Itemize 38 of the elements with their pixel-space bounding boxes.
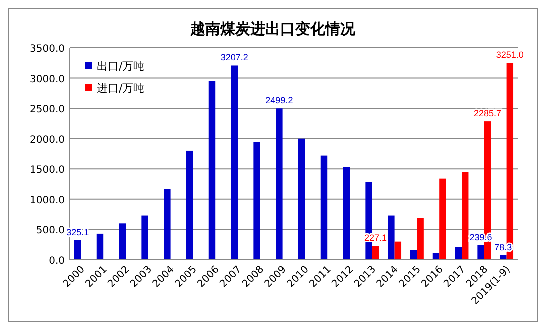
bar <box>74 240 82 260</box>
data-label: 2499.2 <box>266 96 294 106</box>
y-tick-label: 500.0 <box>36 226 65 237</box>
bar <box>372 246 380 260</box>
bar <box>410 250 418 260</box>
data-label: 3207.2 <box>220 52 248 63</box>
bar <box>478 245 484 260</box>
bar <box>208 81 216 260</box>
bar <box>254 142 260 260</box>
y-tick-label: 0.0 <box>49 256 65 267</box>
bar <box>440 178 446 260</box>
bar <box>96 234 104 260</box>
y-tick-label: 2000.0 <box>30 134 65 146</box>
y-tick-label: 2500.0 <box>30 104 65 116</box>
bar <box>320 156 328 260</box>
bar <box>119 224 126 260</box>
bar <box>186 150 194 260</box>
data-label: 3251.0 <box>496 50 524 60</box>
bar <box>164 189 171 260</box>
bar <box>231 66 238 260</box>
data-label: 2285.7 <box>474 108 502 119</box>
bar <box>462 172 469 260</box>
bar <box>142 216 148 260</box>
legend-label: 进口/万吨 <box>97 82 145 95</box>
bar <box>276 108 283 260</box>
data-label: 325.1 <box>66 227 90 238</box>
bar <box>394 242 402 260</box>
bar <box>388 216 395 260</box>
bar <box>417 218 424 260</box>
bar <box>298 138 306 260</box>
y-tick-label: 3000.0 <box>30 74 65 86</box>
y-tick-label: 1000.0 <box>30 195 65 206</box>
chart-title: 越南煤炭进出口变化情况 <box>190 20 356 38</box>
legend-label: 出口/万吨 <box>97 60 145 73</box>
y-tick-label: 1500.0 <box>30 165 65 176</box>
bar <box>455 247 462 260</box>
bar <box>343 167 350 260</box>
y-tick-label: 3500.0 <box>30 44 65 55</box>
